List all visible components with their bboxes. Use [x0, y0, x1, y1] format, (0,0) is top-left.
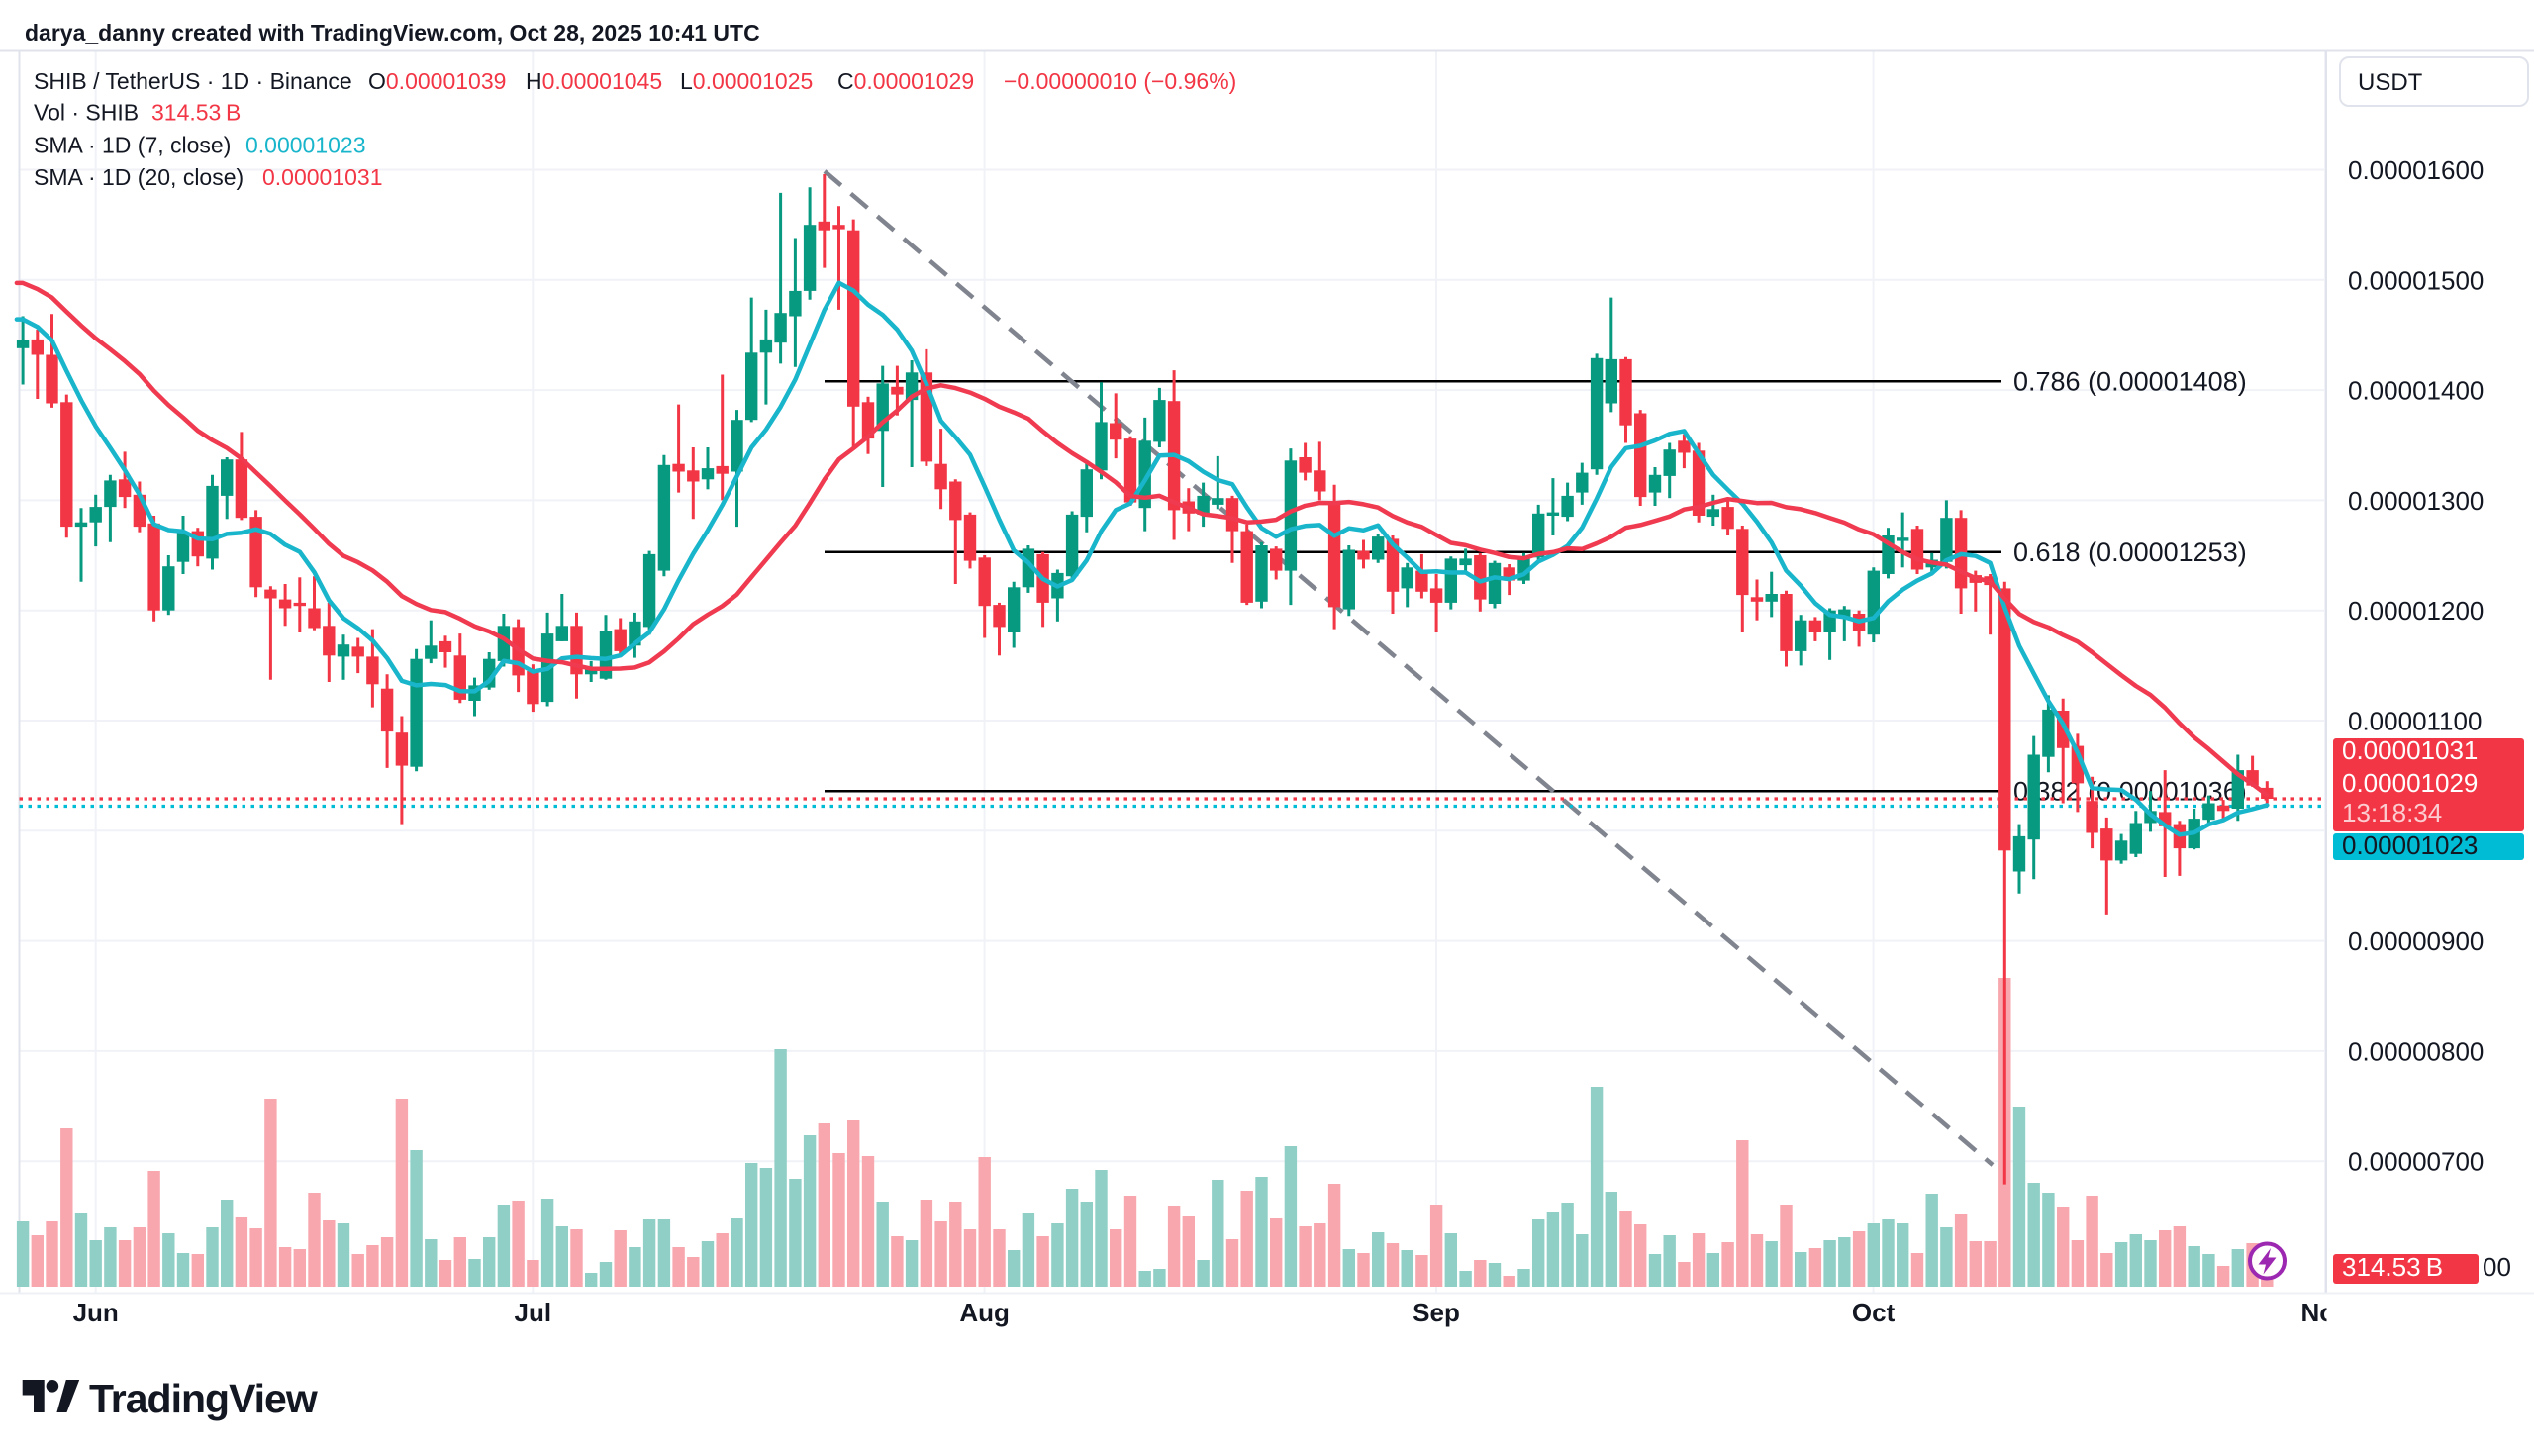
svg-text:0.00001400: 0.00001400 [2348, 376, 2484, 406]
svg-text:0.00000800: 0.00000800 [2348, 1036, 2484, 1066]
svg-text:0.00000900: 0.00000900 [2348, 926, 2484, 956]
svg-text:0.00001300: 0.00001300 [2348, 486, 2484, 516]
svg-text:0.00001100: 0.00001100 [2348, 707, 2482, 736]
svg-text:Oct: Oct [1852, 1298, 1896, 1327]
svg-text:0.00001200: 0.00001200 [2348, 596, 2484, 626]
svg-text:13:18:34: 13:18:34 [2342, 798, 2442, 827]
svg-text:0.618 (0.00001253): 0.618 (0.00001253) [2013, 537, 2247, 567]
svg-text:0.786 (0.00001408): 0.786 (0.00001408) [2013, 367, 2247, 397]
svg-text:Aug: Aug [959, 1298, 1010, 1327]
svg-text:Jun: Jun [73, 1298, 119, 1327]
svg-text:0.00001031: 0.00001031 [2342, 735, 2478, 765]
svg-text:0.00000700: 0.00000700 [2348, 1147, 2484, 1177]
svg-text:SMA · 1D (20, close)0.00001031: SMA · 1D (20, close) 0.00001031 [34, 164, 383, 190]
svg-text:USDT: USDT [2358, 69, 2423, 96]
svg-text:00: 00 [2483, 1252, 2511, 1282]
svg-text:SHIB / TetherUS · 1D · Binance: SHIB / TetherUS · 1D · Binance O0.0000103… [34, 68, 1236, 94]
svg-text:darya_danny created with Tradi: darya_danny created with TradingView.com… [25, 20, 760, 46]
svg-text:314.53 B: 314.53 B [2342, 1252, 2443, 1282]
svg-text:0.00001500: 0.00001500 [2348, 265, 2484, 295]
svg-text:0.00001029: 0.00001029 [2342, 768, 2478, 798]
svg-text:0.00001023: 0.00001023 [2342, 830, 2478, 860]
svg-text:SMA · 1D (7, close)0.00001023: SMA · 1D (7, close) 0.00001023 [34, 133, 366, 158]
svg-text:Jul: Jul [515, 1298, 552, 1327]
svg-text:TradingView: TradingView [89, 1376, 318, 1421]
svg-text:Sep: Sep [1413, 1298, 1460, 1327]
svg-text:0.00001600: 0.00001600 [2348, 155, 2484, 185]
svg-text:0.382 (0.00001036): 0.382 (0.00001036) [2013, 777, 2247, 807]
svg-text:Nov: Nov [2300, 1298, 2350, 1327]
